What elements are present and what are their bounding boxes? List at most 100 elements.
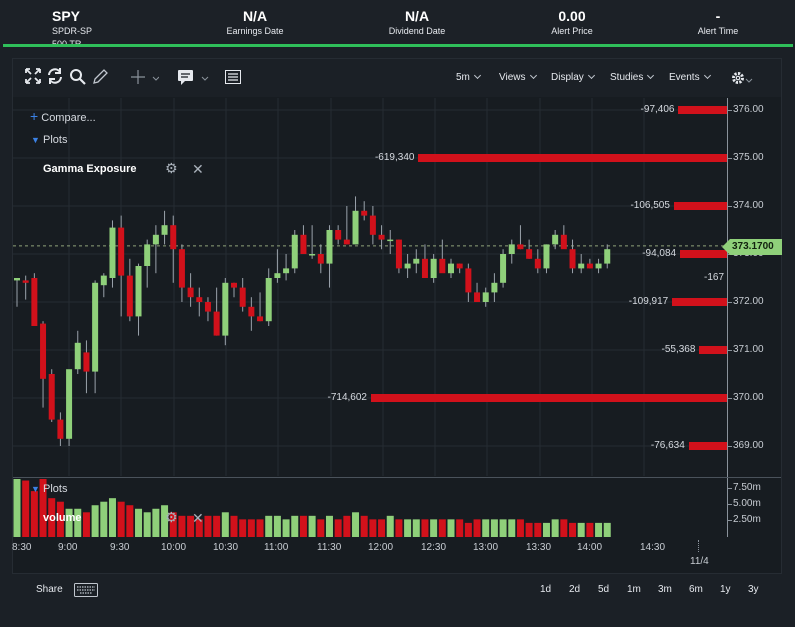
candle-body <box>170 225 177 250</box>
volume-bar <box>187 515 195 537</box>
volume-bar <box>117 501 125 537</box>
time-tick: 14:30 <box>640 542 666 553</box>
candle <box>578 254 585 274</box>
fullscreen-icon[interactable] <box>25 68 41 84</box>
candle <box>178 244 185 302</box>
volume-bar <box>325 515 333 537</box>
candle <box>22 275 29 300</box>
pencil-icon[interactable] <box>92 69 108 85</box>
refresh-icon[interactable] <box>46 67 64 85</box>
candle <box>144 239 151 288</box>
range-button-1m[interactable]: 1m <box>627 584 641 595</box>
alert-price-label: Alert Price <box>551 26 593 36</box>
study-close-icon[interactable]: ✕ <box>192 161 204 177</box>
candle-body <box>187 287 194 298</box>
candle <box>109 220 116 288</box>
settings-gear-icon[interactable] <box>731 70 753 86</box>
candle <box>317 244 324 274</box>
volume-bar <box>603 522 611 537</box>
candle <box>248 297 255 331</box>
crosshair-icon[interactable] <box>129 68 159 86</box>
range-button-2d[interactable]: 2d <box>569 584 581 595</box>
range-button-6m[interactable]: 6m <box>689 584 703 595</box>
candle-body <box>387 239 394 242</box>
price-tick: 369.00 <box>733 440 764 451</box>
alert-price-block: 0.00 Alert Price <box>527 8 617 38</box>
candle <box>74 330 81 374</box>
session-marker <box>698 540 699 552</box>
price-tick: 374.00 <box>733 200 764 211</box>
candle-body <box>508 244 515 254</box>
volume-bar <box>65 508 73 537</box>
candle <box>543 244 550 274</box>
triangle-down-icon: ▼ <box>31 135 40 145</box>
range-button-3y[interactable]: 3y <box>748 584 759 595</box>
volume-bar <box>308 515 316 537</box>
gamma-bar <box>688 442 727 450</box>
price-tick: 372.00 <box>733 296 764 307</box>
candle-body <box>248 306 255 317</box>
candle <box>361 201 368 221</box>
candle-body <box>126 275 133 317</box>
comment-icon[interactable] <box>177 68 211 86</box>
plots-toggle[interactable]: ▼ Plots <box>31 134 67 146</box>
interval-menu[interactable]: 5m <box>456 71 481 83</box>
candle <box>465 263 472 302</box>
price-tick-mark <box>727 446 732 447</box>
volume-bar <box>490 519 498 537</box>
price-tick-mark <box>727 398 732 399</box>
gamma-label: -106,505 <box>630 200 670 211</box>
search-icon[interactable] <box>69 68 86 85</box>
candle-body <box>352 210 359 245</box>
candle <box>439 239 446 274</box>
volume-bar <box>299 515 307 537</box>
time-tick: 13:30 <box>526 542 552 553</box>
candle <box>170 215 177 283</box>
candle <box>118 215 125 317</box>
studies-menu[interactable]: Studies <box>610 71 655 83</box>
range-button-3m[interactable]: 3m <box>658 584 672 595</box>
volume-close-icon[interactable]: ✕ <box>192 510 204 526</box>
volume-bar <box>152 508 160 537</box>
table-icon[interactable] <box>225 70 241 84</box>
range-button-5d[interactable]: 5d <box>598 584 610 595</box>
candle-body <box>378 234 385 240</box>
candle <box>526 239 533 259</box>
plots-label: Plots <box>42 134 68 146</box>
candle <box>369 206 376 245</box>
candle <box>231 282 237 298</box>
candle <box>92 280 99 394</box>
candle-body <box>474 292 481 302</box>
candle-body <box>231 282 237 288</box>
events-label: Events <box>669 72 700 83</box>
candle <box>309 225 316 259</box>
candle-body <box>578 263 585 269</box>
candle-body <box>213 311 220 336</box>
events-menu[interactable]: Events <box>669 71 711 83</box>
volume-gear-icon[interactable]: ⚙ <box>165 509 178 525</box>
volume-bar <box>412 519 420 537</box>
volume-chart[interactable] <box>13 479 727 537</box>
volume-bar <box>178 515 186 537</box>
candle <box>335 225 342 245</box>
views-menu[interactable]: Views <box>499 71 537 83</box>
volume-plots-toggle[interactable]: ▼ Plots <box>31 483 67 495</box>
share-button[interactable]: Share <box>36 584 63 595</box>
range-button-1y[interactable]: 1y <box>720 584 731 595</box>
study-gear-icon[interactable]: ⚙ <box>165 160 178 176</box>
pane-divider[interactable] <box>13 477 781 478</box>
views-label: Views <box>499 72 526 83</box>
display-menu[interactable]: Display <box>551 71 595 83</box>
studies-label: Studies <box>610 72 644 83</box>
interval-label: 5m <box>456 72 470 83</box>
gamma-label: -94,084 <box>642 248 677 259</box>
keyboard-icon[interactable] <box>74 583 98 597</box>
candle <box>265 268 272 326</box>
candle-body <box>343 239 350 245</box>
volume-bar <box>482 519 490 537</box>
candlestick-chart[interactable] <box>13 98 727 476</box>
volume-bar <box>421 519 429 537</box>
range-button-1d[interactable]: 1d <box>540 584 552 595</box>
candle-body <box>309 254 316 256</box>
compare-button[interactable]: + Compare... <box>30 108 96 124</box>
